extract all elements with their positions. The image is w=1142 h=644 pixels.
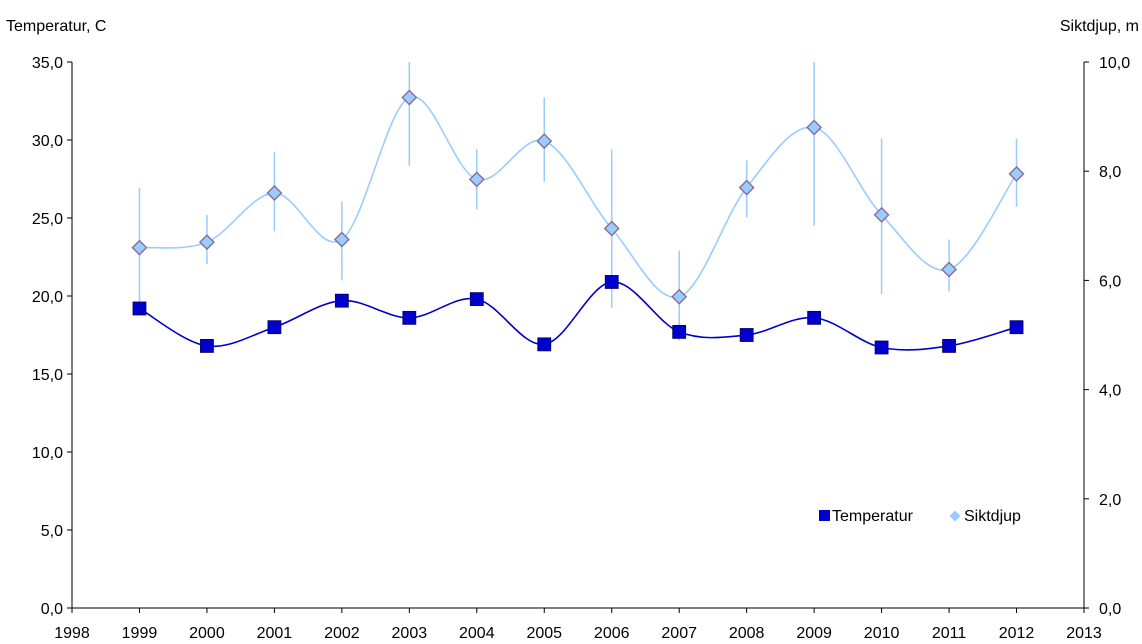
temperatur-point: [537, 337, 552, 352]
y-axis-right-label: Siktdjup, m: [1060, 18, 1139, 35]
x-tick-label: 2011: [932, 625, 967, 642]
y-right-tick-label: 8,0: [1099, 164, 1121, 181]
temperatur-point: [469, 292, 484, 307]
siktdjup-point: [738, 179, 755, 196]
legend-siktdjup-label: Siktdjup: [964, 508, 1021, 525]
x-tick-label: 2012: [999, 625, 1035, 642]
temperatur-point: [874, 340, 889, 355]
y-left-tick-label: 20,0: [32, 289, 63, 306]
x-tick-label: 2006: [594, 625, 630, 642]
temperatur-point: [672, 324, 687, 339]
temperatur-point: [1009, 320, 1024, 335]
x-tick-label: 2002: [324, 625, 360, 642]
x-tick-label: 2010: [864, 625, 900, 642]
temperatur-point: [942, 339, 956, 353]
x-tick-label: 2009: [796, 625, 832, 642]
siktdjup-point: [536, 133, 553, 150]
temperatur-point: [200, 339, 214, 353]
x-tick-label: 2003: [392, 625, 428, 642]
temperatur-line: [139, 281, 1017, 351]
legend: Temperatur Siktdjup: [819, 508, 1021, 525]
siktdjup-point: [401, 89, 418, 106]
siktdjup-point: [671, 288, 688, 305]
y-right-tick-label: 4,0: [1099, 383, 1121, 400]
temperatur-point: [334, 293, 349, 308]
y-left-tick-label: 30,0: [32, 133, 63, 150]
siktdjup-point: [806, 119, 823, 136]
temperatur-point: [604, 275, 619, 289]
x-tick-label: 2005: [526, 625, 562, 642]
x-tick-label: 1999: [122, 625, 158, 642]
y-left-tick-label: 0,0: [41, 601, 63, 618]
y-left-tick-label: 25,0: [32, 211, 63, 228]
y-left-tick-label: 5,0: [41, 523, 63, 540]
y-right-tick-label: 0,0: [1099, 601, 1121, 618]
x-tick-label: 2007: [661, 625, 697, 642]
y-left-tick-label: 10,0: [32, 445, 63, 462]
x-tick-label: 1998: [54, 625, 90, 642]
siktdjup-point: [468, 171, 485, 188]
x-tick-label: 2001: [257, 625, 293, 642]
axes: 0,0 5,0 10,0 15,0 20,0 25,0 30,0 35,0 0,0 2,0 4,0 6…: [32, 55, 1130, 642]
legend-temperatur-marker: [819, 510, 830, 521]
y-left-tick-label: 15,0: [32, 367, 63, 384]
temperatur-point: [402, 310, 417, 325]
siktdjup-point: [266, 185, 283, 202]
siktdjup-point: [198, 234, 215, 251]
temperatur-point: [267, 320, 282, 335]
error-bars: [138, 62, 1018, 341]
siktdjup-point: [1008, 165, 1025, 182]
temperatur-point: [739, 328, 754, 342]
series-markers: [131, 89, 1025, 355]
temperatur-point: [807, 310, 822, 325]
temperatur-point: [132, 301, 147, 316]
siktdjup-line: [139, 96, 1018, 299]
x-tick-label: 2013: [1066, 625, 1102, 642]
y-right-tick-label: 10,0: [1099, 55, 1130, 72]
x-tick-label: 2004: [459, 625, 495, 642]
legend-temperatur-label: Temperatur: [832, 508, 914, 525]
y-right-tick-label: 2,0: [1099, 492, 1121, 509]
y-right-tick-label: 6,0: [1099, 273, 1121, 290]
siktdjup-point: [333, 231, 350, 248]
x-tick-label: 2000: [189, 625, 225, 642]
siktdjup-point: [603, 220, 620, 237]
siktdjup-point: [873, 206, 890, 223]
y-left-tick-label: 35,0: [32, 55, 63, 72]
siktdjup-point: [941, 261, 958, 278]
legend-siktdjup-marker: [949, 510, 961, 522]
siktdjup-point: [131, 239, 148, 256]
x-tick-label: 2008: [729, 625, 765, 642]
series-lines: [139, 96, 1018, 351]
y-axis-left-label: Temperatur, C: [6, 18, 106, 35]
